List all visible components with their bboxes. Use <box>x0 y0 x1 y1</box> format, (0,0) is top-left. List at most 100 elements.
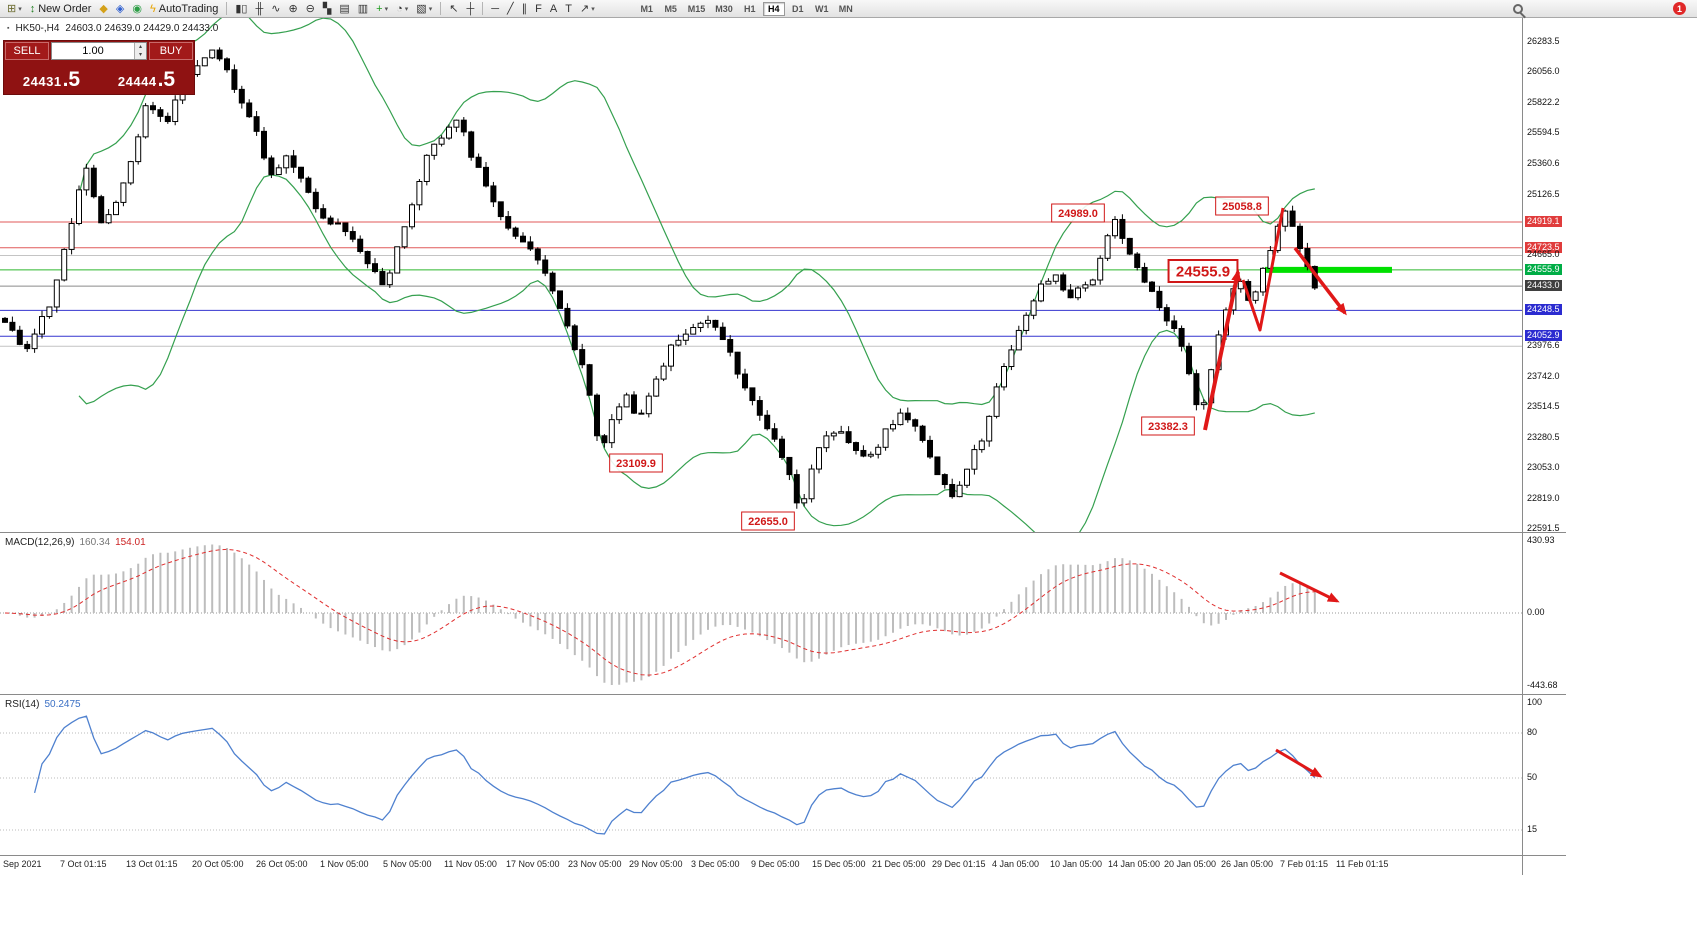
timeframe-button-D1[interactable]: D1 <box>791 3 804 14</box>
templates-button[interactable]: ▧ ▾ <box>413 1 435 17</box>
sell-price-fraction: .5 <box>62 68 81 92</box>
options-icon-button[interactable]: ◈ <box>113 1 127 17</box>
macd-panel-canvas[interactable] <box>0 533 1522 694</box>
one-click-trading-panel: SELL 1.00 ▴ ▾ BUY 24431 .5 24444 .5 <box>3 40 195 95</box>
volume-value[interactable]: 1.00 <box>82 45 104 57</box>
toolbar-separator <box>440 2 442 15</box>
bar-chart-type-button[interactable]: ▮▯ <box>232 1 250 17</box>
panel-resize-separator[interactable] <box>0 694 1566 695</box>
trend-arrow[interactable] <box>1241 207 1285 332</box>
tile-windows-button[interactable]: ▚ <box>320 1 334 17</box>
trend-arrow[interactable] <box>1293 246 1347 316</box>
new-order-button[interactable]: ↕ New Order <box>27 1 95 17</box>
price-axis-label: 22591.5 <box>1527 523 1560 533</box>
templates-icon: ▧ <box>416 2 427 15</box>
chart-bullet-icon: ▪ <box>7 25 10 32</box>
autotrading-button-label: AutoTrading <box>158 2 219 15</box>
horizontal-line-button[interactable]: ─ <box>488 1 502 17</box>
macd-name: MACD(12,26,9) <box>5 537 75 548</box>
bollinger-upper-band <box>78 18 1315 406</box>
price-axis-label: 24723.5 <box>1525 241 1562 253</box>
price-axis-label: 23514.5 <box>1527 401 1560 412</box>
trendline-button[interactable]: ╱ <box>504 1 517 17</box>
price-axis-label: 22819.0 <box>1527 492 1560 503</box>
price-annotation[interactable]: 23382.3 <box>1141 416 1195 436</box>
timeframe-button-M5[interactable]: M5 <box>664 3 677 14</box>
equidistant-channel-button[interactable]: ∥ <box>519 1 531 17</box>
candlestick-series <box>2 47 1318 509</box>
timeframe-button-W1[interactable]: W1 <box>814 3 829 14</box>
rsi-axis-label: 80 <box>1527 727 1538 737</box>
search-icon[interactable] <box>1513 3 1523 14</box>
price-annotation[interactable]: 24555.9 <box>1167 259 1239 283</box>
macd-histogram <box>11 544 1316 685</box>
zoom-in-button[interactable]: ⊕ <box>285 1 300 17</box>
trend-arrow[interactable] <box>1275 748 1323 778</box>
chevron-down-icon: ▾ <box>591 5 595 13</box>
cascade-windows-button[interactable]: ▤ <box>336 1 352 17</box>
zoom-out-icon: ⊖ <box>305 2 315 15</box>
macd-label: MACD(12,26,9) 160.34 154.01 <box>5 537 146 548</box>
autotrading-button[interactable]: ϟ AutoTrading <box>147 1 221 17</box>
arrange-windows-button[interactable]: ▥ <box>355 1 371 17</box>
price-axis-label: 24433.0 <box>1525 280 1562 292</box>
timeframe-button-M30[interactable]: M30 <box>715 3 733 14</box>
timeframe-button-M15[interactable]: M15 <box>687 3 706 14</box>
timeframe-button-H1[interactable]: H1 <box>743 3 756 14</box>
price-annotation[interactable]: 22655.0 <box>741 511 795 531</box>
new-chart-button[interactable]: ⊞ ▾ <box>4 1 25 17</box>
cursor-button[interactable]: ↖ <box>446 1 461 17</box>
price-annotation[interactable]: 23109.9 <box>609 453 663 473</box>
volume-down-arrow[interactable]: ▾ <box>138 52 142 58</box>
metaeditor-icon-icon: ◆ <box>99 2 108 15</box>
volume-spinner[interactable]: ▴ ▾ <box>134 43 146 59</box>
toolbar-separator <box>482 2 484 15</box>
price-chart-canvas[interactable]: 24989.0 25058.8 24555.9 23382.3 23109.9 22655… <box>0 18 1522 532</box>
timeframe-button-M1[interactable]: M1 <box>640 3 653 14</box>
notification-badge[interactable]: 1 <box>1673 2 1686 15</box>
label-button[interactable]: T <box>562 1 575 17</box>
chevron-down-icon: ▾ <box>404 5 409 13</box>
price-axis-label: 26283.5 <box>1527 36 1560 46</box>
time-axis-label: 11 Feb 01:15 <box>1336 859 1389 869</box>
arrange-windows-icon: ▥ <box>357 2 369 15</box>
arrows-shapes-button[interactable]: ↗ ▾ <box>577 1 598 17</box>
price-annotation[interactable]: 25058.8 <box>1215 196 1269 216</box>
time-axis-label: 29 Dec 01:15 <box>932 859 986 869</box>
toolbar-right-group: 1 <box>1513 2 1694 15</box>
periods-button[interactable]: ◔ ▾ <box>393 1 411 17</box>
indicators-button[interactable]: + ▾ <box>373 1 391 17</box>
time-axis-label: 29 Nov 05:00 <box>629 859 683 869</box>
timeframe-button-MN[interactable]: MN <box>838 3 853 14</box>
toolbar-file-group: ⊞ ▾ ↕ New Order ◆ ◈ ◉ ϟ AutoTrading <box>3 1 222 17</box>
label-icon: T <box>565 2 572 15</box>
metaeditor-icon-button[interactable]: ◆ <box>96 1 110 17</box>
toolbar-separator <box>226 2 228 15</box>
rsi-panel-canvas[interactable] <box>0 695 1522 855</box>
crosshair-button[interactable]: ┼ <box>463 1 477 17</box>
trend-arrow[interactable] <box>1279 571 1340 603</box>
price-axis-label: 24665.0 <box>1527 249 1560 260</box>
sell-button[interactable]: SELL <box>5 42 49 60</box>
sell-price[interactable]: 24431 .5 <box>4 61 99 92</box>
panel-resize-separator[interactable] <box>0 532 1566 533</box>
fullscreen-icon-button[interactable]: ◉ <box>129 1 145 17</box>
text-button[interactable]: A <box>547 1 560 17</box>
buy-button[interactable]: BUY <box>149 42 193 60</box>
time-axis-label: 20 Jan 05:00 <box>1164 859 1217 869</box>
time-axis-label: 4 Jan 05:00 <box>992 859 1040 869</box>
rsi-axis-label: 100 <box>1527 697 1543 707</box>
line-chart-type-button[interactable]: ∿ <box>268 1 283 17</box>
fibonacci-button[interactable]: F <box>532 1 545 17</box>
buy-price[interactable]: 24444 .5 <box>99 61 194 92</box>
candlestick-type-button[interactable]: ╫ <box>252 1 266 17</box>
timeframe-button-H4[interactable]: H4 <box>762 1 785 16</box>
zoom-out-button[interactable]: ⊖ <box>303 1 318 17</box>
volume-up-arrow[interactable]: ▴ <box>138 44 142 50</box>
volume-input[interactable]: 1.00 ▴ ▾ <box>51 42 147 60</box>
price-axis-label: 26056.0 <box>1527 66 1560 76</box>
panel-resize-separator[interactable] <box>0 855 1566 856</box>
price-annotation[interactable]: 24989.0 <box>1051 203 1105 223</box>
buy-price-fraction: .5 <box>157 68 176 92</box>
trend-arrow[interactable] <box>1203 269 1242 431</box>
